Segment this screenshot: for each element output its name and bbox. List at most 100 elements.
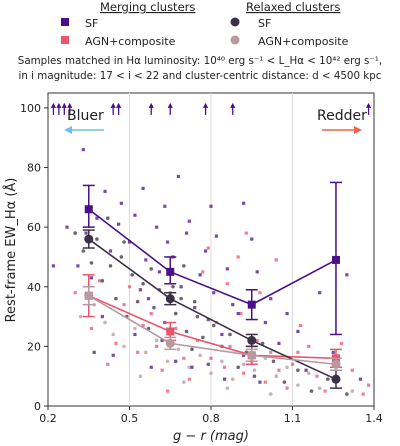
upper-limit-arrows xyxy=(50,102,372,115)
grid xyxy=(129,93,293,406)
data-point-relaxed-sf xyxy=(95,237,99,241)
median-marker xyxy=(247,350,257,360)
data-point-relaxed-sf xyxy=(206,362,211,367)
data-point-merging-sf xyxy=(304,368,308,372)
data-point-merging-agn xyxy=(201,270,205,274)
y-tick-label: 20 xyxy=(27,340,41,353)
subtitle-line-2: in i magnitude: 17 < i < 22 and cluster-… xyxy=(19,70,382,82)
data-point-merging-sf xyxy=(89,276,94,280)
data-point-relaxed-agn xyxy=(274,374,279,378)
data-point-merging-agn xyxy=(315,374,319,378)
data-point-relaxed-sf xyxy=(122,240,126,244)
data-point-merging-agn xyxy=(244,231,248,235)
data-point-relaxed-sf xyxy=(81,249,86,253)
data-point-relaxed-sf xyxy=(130,273,135,277)
data-point-merging-sf xyxy=(212,291,216,295)
data-point-merging-sf xyxy=(190,365,194,369)
upper-limit-arrowhead xyxy=(110,102,116,108)
series-line xyxy=(88,295,337,366)
data-point-relaxed-agn xyxy=(225,386,230,390)
data-point-relaxed-sf xyxy=(228,332,232,337)
legend-relaxed-title: Relaxed clusters xyxy=(246,0,340,14)
data-point-merging-sf xyxy=(193,306,197,310)
upper-limit-arrowhead xyxy=(230,102,236,108)
data-point-merging-sf xyxy=(206,317,210,322)
median-marker xyxy=(166,267,175,276)
plot-area: 0.2 0.5 0.8 1.1 1.4 0 20 40 60 80 100 Bluer Redder xyxy=(20,92,383,425)
data-point-relaxed-sf xyxy=(73,231,77,235)
data-point-relaxed-sf xyxy=(152,305,156,310)
data-point-relaxed-agn xyxy=(209,371,213,376)
bluer-label: Bluer xyxy=(67,108,104,124)
data-point-relaxed-agn xyxy=(144,350,148,355)
legend: Merging clusters Relaxed clusters SF AGN… xyxy=(61,0,349,48)
data-point-merging-agn xyxy=(299,323,303,328)
data-point-merging-agn xyxy=(255,338,259,343)
data-point-merging-sf xyxy=(198,273,202,277)
data-point-merging-agn xyxy=(187,377,191,381)
data-point-merging-agn xyxy=(285,386,289,390)
legend-marker-relaxed-sf xyxy=(230,17,240,27)
data-point-merging-sf xyxy=(149,365,153,369)
data-point-merging-sf xyxy=(269,297,273,301)
data-point-merging-agn xyxy=(174,326,178,331)
data-point-merging-agn xyxy=(127,285,132,289)
data-point-relaxed-sf xyxy=(105,216,110,220)
data-point-merging-agn xyxy=(155,344,159,348)
data-point-merging-sf xyxy=(285,311,289,316)
data-point-relaxed-sf xyxy=(345,392,349,396)
data-point-relaxed-sf xyxy=(309,389,314,393)
data-point-merging-agn xyxy=(263,380,267,384)
upper-limit-arrowhead xyxy=(148,102,154,108)
data-point-relaxed-agn xyxy=(133,326,137,331)
data-point-merging-agn xyxy=(236,255,240,259)
legend-marker-merging-agn xyxy=(61,36,69,44)
median-marker xyxy=(247,300,256,309)
data-point-relaxed-sf xyxy=(282,380,287,384)
data-point-merging-agn xyxy=(269,350,273,354)
redder-arrow xyxy=(322,126,362,134)
data-point-merging-sf xyxy=(318,291,322,295)
series-line xyxy=(88,208,337,306)
data-point-merging-agn xyxy=(307,344,311,348)
data-point-merging-sf xyxy=(263,320,267,325)
data-point-relaxed-agn xyxy=(220,359,224,364)
data-point-merging-agn xyxy=(228,344,232,348)
data-point-merging-agn xyxy=(225,282,229,286)
data-point-merging-sf xyxy=(155,225,159,229)
x-tick-label: 1.4 xyxy=(365,412,383,425)
data-point-relaxed-sf xyxy=(271,359,276,364)
data-point-merging-sf xyxy=(187,219,191,223)
data-point-relaxed-sf xyxy=(326,377,330,381)
data-point-merging-agn xyxy=(350,368,354,372)
data-point-merging-sf xyxy=(358,377,363,381)
upper-limit-arrowhead xyxy=(365,102,372,108)
upper-limit-arrowhead xyxy=(61,102,67,108)
data-point-merging-agn xyxy=(149,311,153,316)
data-point-merging-sf xyxy=(255,270,259,274)
axis-ticks: 0.2 0.5 0.8 1.1 1.4 0 20 40 60 80 100 xyxy=(20,102,383,425)
data-point-merging-sf xyxy=(296,329,300,334)
upper-limit-arrowhead xyxy=(56,102,62,108)
data-point-relaxed-agn xyxy=(317,386,322,390)
y-tick-label: 100 xyxy=(20,102,41,115)
data-point-merging-agn xyxy=(209,356,213,360)
data-point-merging-sf xyxy=(103,189,107,193)
data-point-merging-sf xyxy=(119,201,123,205)
data-point-merging-sf xyxy=(236,311,240,316)
data-point-merging-sf xyxy=(242,201,246,205)
data-point-merging-sf xyxy=(242,353,246,357)
median-marker xyxy=(247,335,257,345)
data-point-merging-sf xyxy=(127,240,132,244)
data-point-merging-sf xyxy=(65,225,69,229)
data-point-merging-agn xyxy=(195,338,200,343)
upper-limit-arrowhead xyxy=(67,102,73,108)
data-point-merging-agn xyxy=(136,350,140,354)
legend-label-relaxed-sf: SF xyxy=(258,17,271,30)
median-marker xyxy=(331,374,341,384)
median-marker xyxy=(331,255,340,264)
data-point-merging-sf xyxy=(100,314,104,319)
data-point-relaxed-sf xyxy=(201,335,205,340)
x-tick-label: 0.2 xyxy=(39,412,57,425)
x-tick-label: 0.5 xyxy=(121,412,139,425)
